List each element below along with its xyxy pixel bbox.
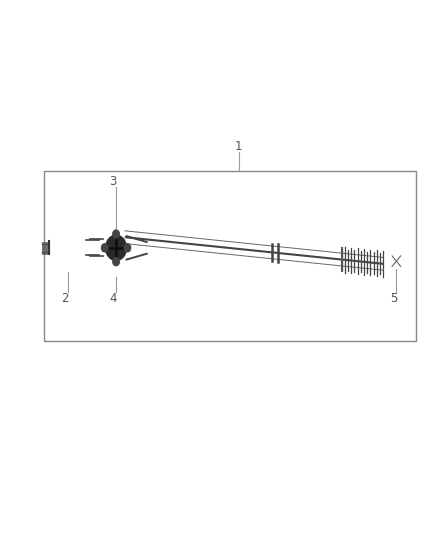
Circle shape bbox=[113, 257, 120, 266]
Text: 1: 1 bbox=[235, 140, 243, 153]
Circle shape bbox=[101, 244, 108, 252]
Circle shape bbox=[124, 244, 131, 252]
Bar bbox=[44, 171, 416, 341]
Circle shape bbox=[113, 230, 120, 238]
Text: 5: 5 bbox=[390, 292, 397, 305]
Text: 3: 3 bbox=[110, 175, 117, 188]
Text: 2: 2 bbox=[61, 292, 69, 305]
Circle shape bbox=[106, 235, 127, 261]
Text: 4: 4 bbox=[109, 292, 117, 305]
